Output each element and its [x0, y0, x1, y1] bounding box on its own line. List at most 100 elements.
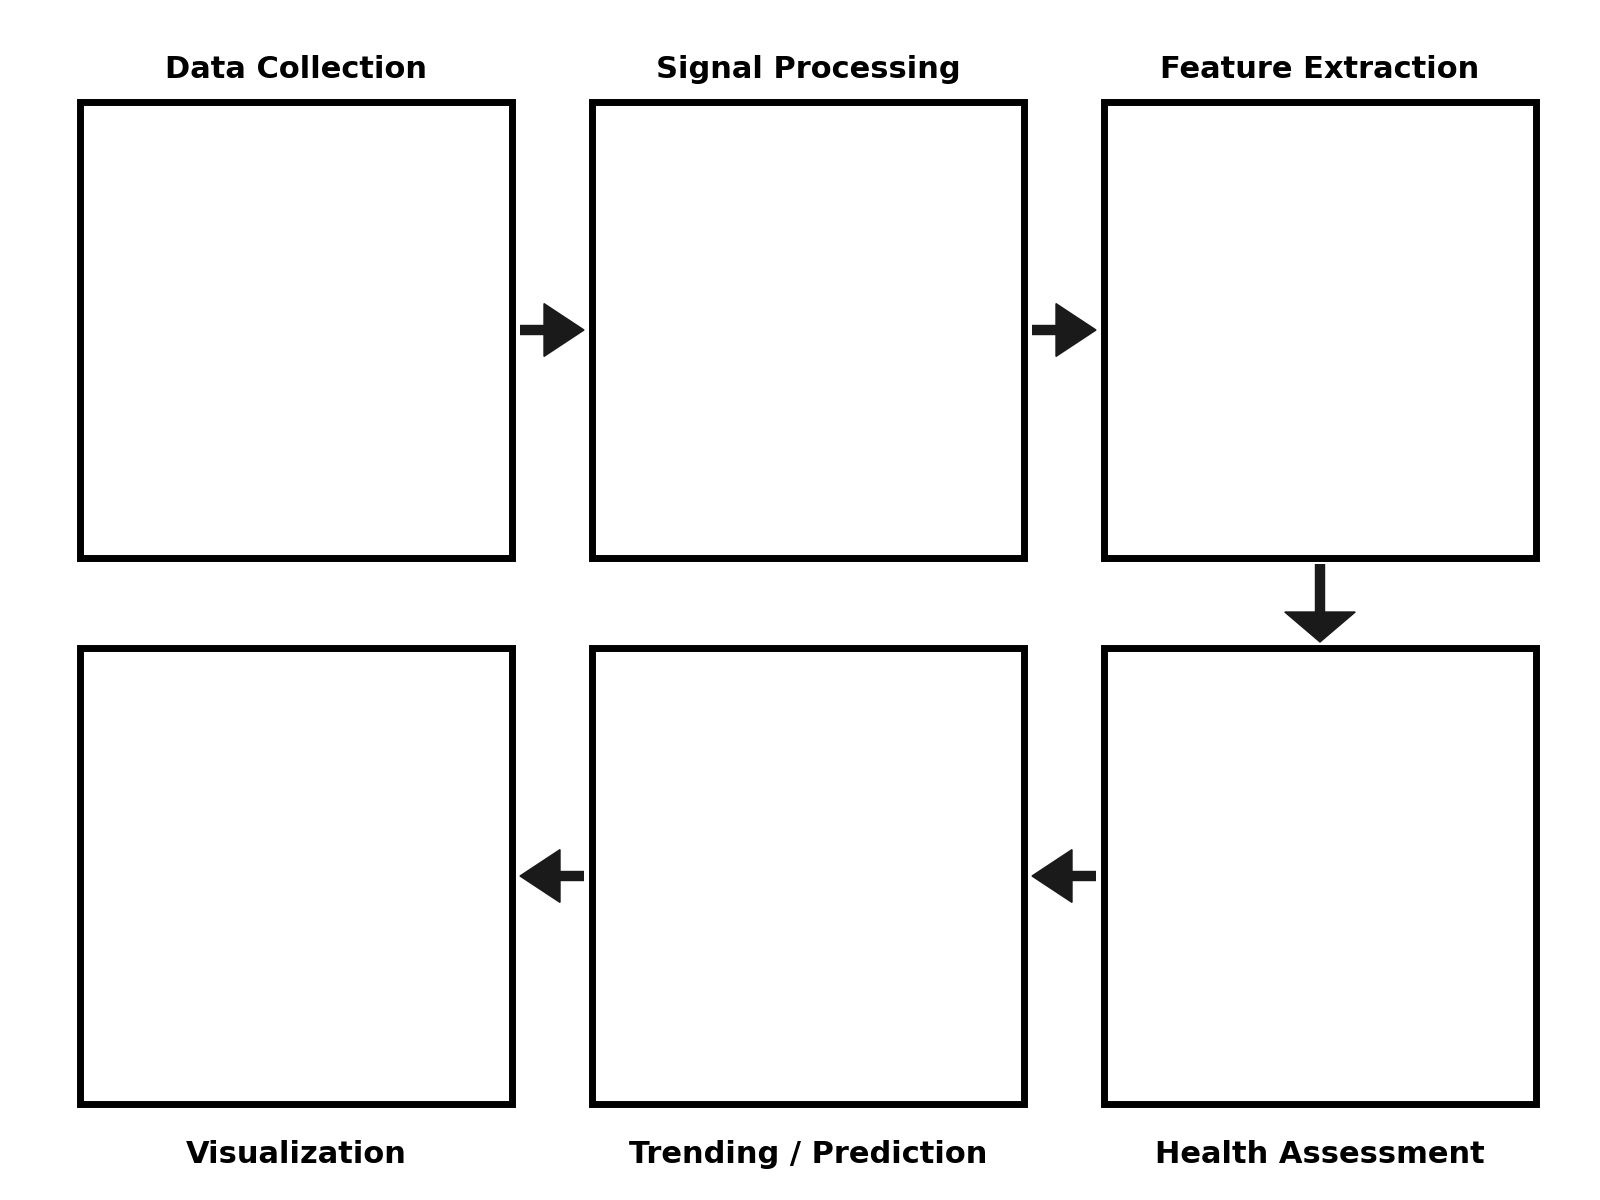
Baseline [1314, 923, 1339, 942]
Current [1342, 864, 1368, 883]
Baseline [1326, 890, 1352, 910]
Current [1282, 887, 1307, 906]
Current [1379, 794, 1405, 814]
Current [1368, 814, 1394, 833]
Current [1378, 811, 1403, 830]
Point [1488, 522, 1514, 541]
Baseline [1194, 1027, 1219, 1046]
Current [1330, 866, 1355, 886]
Current [1330, 833, 1355, 852]
Baseline [1251, 984, 1277, 1003]
Current [1333, 832, 1358, 851]
Current [1264, 925, 1290, 944]
Point [646, 1068, 672, 1087]
Point [688, 1039, 714, 1058]
Current [1360, 787, 1386, 806]
Baseline [1352, 882, 1378, 901]
Baseline [1336, 914, 1362, 934]
Baseline [1235, 997, 1261, 1016]
Current [1310, 860, 1336, 880]
Baseline [1214, 1001, 1240, 1020]
Baseline [1206, 1024, 1232, 1043]
Current [1326, 853, 1352, 872]
Current [1318, 875, 1344, 894]
Baseline [1275, 931, 1301, 950]
Baseline [1248, 955, 1274, 974]
Current [1349, 802, 1374, 821]
Baseline [1152, 1039, 1178, 1058]
Point [1354, 191, 1379, 210]
Baseline [1237, 962, 1262, 982]
Point [1416, 176, 1442, 196]
Current [1325, 827, 1350, 846]
Current [1322, 863, 1347, 882]
Current [1358, 841, 1384, 860]
Point [691, 1042, 717, 1061]
Baseline [1275, 940, 1301, 959]
Current [1282, 902, 1307, 922]
Current [1350, 808, 1376, 827]
Baseline [1194, 1015, 1219, 1034]
Baseline [1294, 907, 1320, 926]
Current [1339, 833, 1365, 852]
Baseline [1197, 1045, 1222, 1064]
Current [1315, 860, 1341, 880]
Current [1347, 834, 1373, 853]
Current [1334, 840, 1360, 859]
Current [1334, 840, 1360, 859]
Baseline [1232, 972, 1258, 991]
Point [744, 992, 770, 1012]
Point [1344, 148, 1370, 167]
Baseline [1234, 1012, 1259, 1031]
Baseline [1259, 968, 1285, 988]
Point [629, 1068, 654, 1087]
Point [1277, 250, 1302, 269]
Current [1331, 864, 1357, 883]
Point [635, 1068, 661, 1087]
Current [1285, 896, 1310, 916]
Baseline [1322, 920, 1347, 940]
Baseline [1307, 938, 1333, 958]
Current [1322, 859, 1347, 878]
Current [1325, 835, 1350, 854]
Point [211, 119, 237, 138]
Current [1310, 854, 1336, 874]
Point [661, 1045, 686, 1064]
Point [1286, 241, 1312, 260]
Current [1342, 845, 1368, 864]
Current [1282, 908, 1307, 928]
Current [1342, 830, 1368, 850]
Current [1342, 836, 1368, 856]
Current [1398, 778, 1424, 797]
Current [1341, 858, 1366, 877]
Current [1347, 836, 1373, 856]
Point [682, 1038, 707, 1057]
Current [1421, 769, 1446, 788]
Current [1318, 814, 1344, 833]
Point [674, 1054, 699, 1073]
Point [630, 1057, 656, 1076]
Point [680, 1052, 706, 1072]
Current [1339, 840, 1365, 859]
Baseline [1306, 930, 1331, 949]
Point [733, 978, 758, 997]
Point [704, 1031, 730, 1050]
Current [1320, 874, 1346, 893]
Current [1350, 839, 1376, 858]
Current [1341, 848, 1366, 868]
Current [1330, 846, 1355, 865]
Current [1384, 823, 1410, 842]
Baseline [1195, 1020, 1221, 1039]
Current [1274, 878, 1299, 898]
Point [1478, 515, 1504, 534]
Point [658, 1050, 683, 1069]
Current [1373, 826, 1398, 845]
Current [1288, 916, 1314, 935]
Text: Feature Extraction: Feature Extraction [1160, 55, 1480, 84]
Current [1414, 763, 1440, 782]
Current [1330, 860, 1355, 880]
Point [726, 1002, 752, 1021]
Point [635, 1051, 661, 1070]
Baseline [1296, 917, 1322, 936]
Point [634, 1068, 659, 1087]
